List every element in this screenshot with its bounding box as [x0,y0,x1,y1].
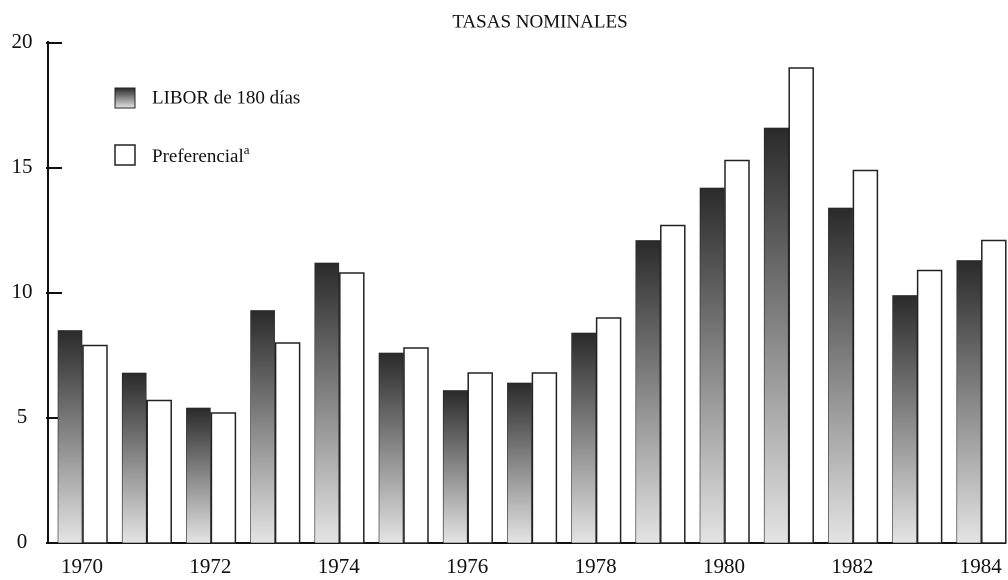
y-tick-label: 20 [12,29,33,53]
bar [467,372,493,544]
bar [956,260,982,544]
bar [852,169,879,544]
x-tick-label: 1974 [318,554,361,578]
legend-label: Preferenciala [152,142,250,167]
bar [892,295,917,544]
bar [82,344,108,544]
legend-label: LIBOR de 180 días [152,87,300,108]
y-tick-label: 10 [12,279,33,303]
legend-swatch [114,144,136,166]
bar [699,187,725,544]
x-tick-label: 1984 [960,554,1003,578]
bar [724,159,750,544]
legend-swatch [114,87,136,109]
bar [981,239,1007,544]
bar [186,407,211,544]
bar [507,382,532,544]
y-tick-label: 15 [12,154,33,178]
legend-footnote-mark: a [244,142,250,157]
bar [314,262,340,544]
bar [531,372,558,544]
bar [339,272,365,544]
x-tick-label: 1970 [61,554,103,578]
bar [210,412,237,544]
bar [121,372,147,544]
y-tick-label: 5 [17,404,28,428]
bar [250,310,275,544]
x-tick-label: 1978 [575,554,617,578]
y-tick-label: 0 [17,529,28,553]
x-tick-label: 1972 [189,554,231,578]
bar [788,67,814,544]
bar [378,352,404,544]
bar [635,240,661,544]
bar [571,332,596,544]
bar [595,317,622,544]
legend-label-name: Preferencial [152,146,244,167]
bar [57,330,83,544]
x-tick-label: 1980 [703,554,745,578]
bar [916,269,943,544]
bar [274,342,301,544]
bar [442,390,468,544]
bar [146,399,172,544]
x-tick-label: 1976 [446,554,488,578]
bar [763,127,789,544]
chart-title: TASAS NOMINALES [452,11,627,32]
bar [660,224,686,544]
bar [828,207,853,544]
bar [403,347,429,544]
x-tick-label: 1982 [831,554,873,578]
